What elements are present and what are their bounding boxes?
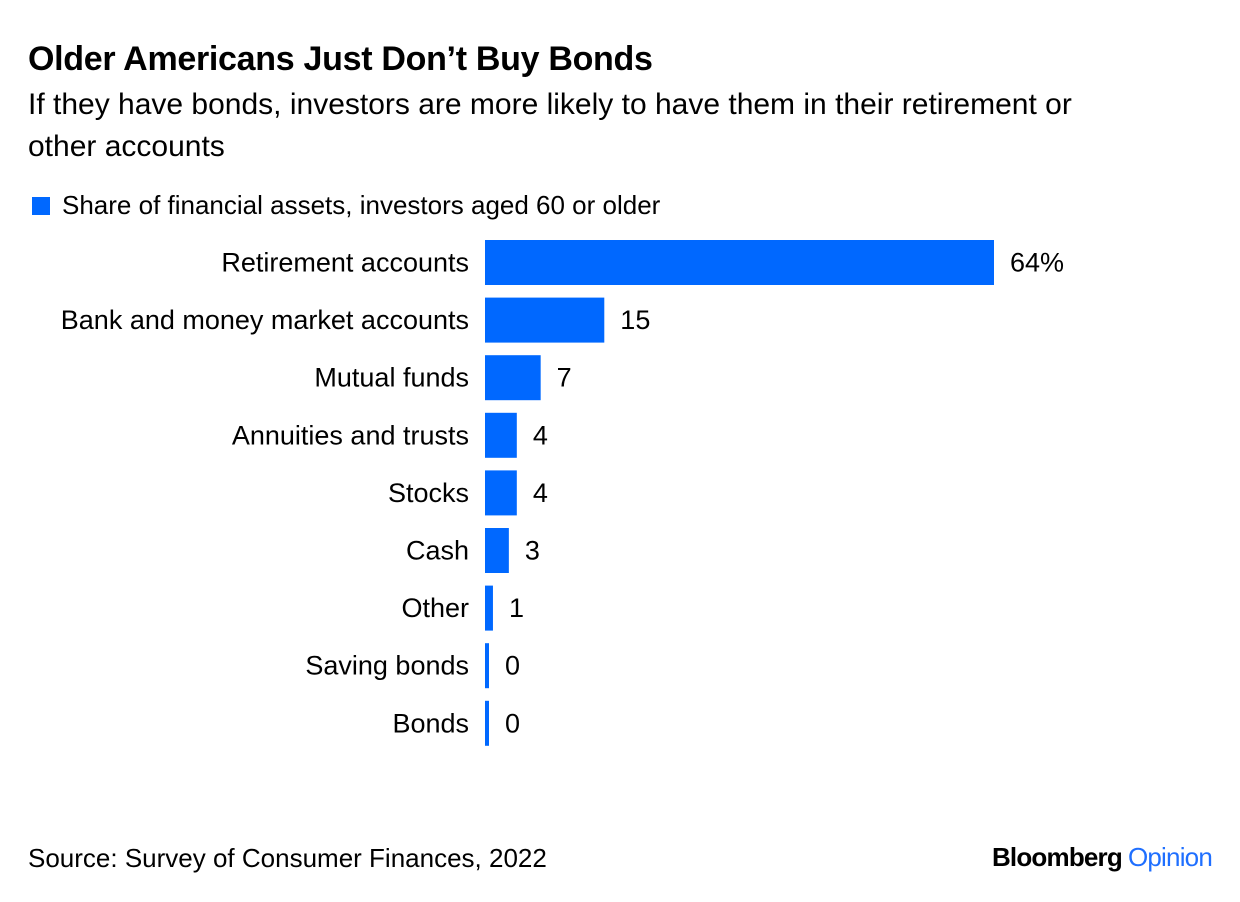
bar — [485, 240, 994, 285]
legend-swatch — [32, 196, 50, 215]
bar — [485, 700, 489, 746]
bar — [485, 585, 493, 631]
category-label: Cash — [406, 536, 469, 566]
value-label: 3 — [525, 536, 540, 566]
value-label: 0 — [505, 708, 520, 738]
value-label: 15 — [620, 305, 650, 335]
category-label: Retirement accounts — [221, 248, 469, 278]
bar — [485, 412, 517, 458]
value-label: 0 — [505, 651, 520, 681]
category-label: Saving bonds — [305, 651, 469, 681]
category-label: Bonds — [392, 708, 469, 738]
bar-chart: Retirement accounts 64% Bank and money mar… — [61, 240, 1064, 746]
chart-subtitle: If they have bonds, investors are more l… — [28, 88, 1072, 163]
category-label: Bank and money market accounts — [61, 305, 469, 335]
value-label: 4 — [533, 420, 548, 450]
legend-label: Share of financial assets, investors age… — [62, 190, 661, 220]
bar — [485, 297, 605, 343]
bar — [485, 528, 509, 573]
value-label: 1 — [509, 593, 524, 623]
brand-logo: Bloomberg Opinion — [991, 842, 1213, 873]
category-label: Annuities and trusts — [232, 420, 469, 450]
brand-suffix: Opinion — [1127, 842, 1213, 872]
bar — [485, 643, 489, 689]
brand-name: Bloomberg — [991, 842, 1123, 872]
value-label: 4 — [533, 478, 548, 508]
legend: Share of financial assets, investors age… — [32, 190, 660, 221]
value-label: 64% — [1010, 248, 1064, 278]
bar — [485, 355, 541, 401]
category-label: Stocks — [388, 478, 469, 508]
bar — [485, 470, 517, 516]
value-label: 7 — [557, 363, 572, 393]
chart-title: Older Americans Just Don’t Buy Bonds — [28, 40, 653, 78]
source-note: Source: Survey of Consumer Finances, 202… — [28, 843, 547, 873]
category-label: Other — [401, 593, 469, 623]
category-label: Mutual funds — [314, 363, 469, 393]
